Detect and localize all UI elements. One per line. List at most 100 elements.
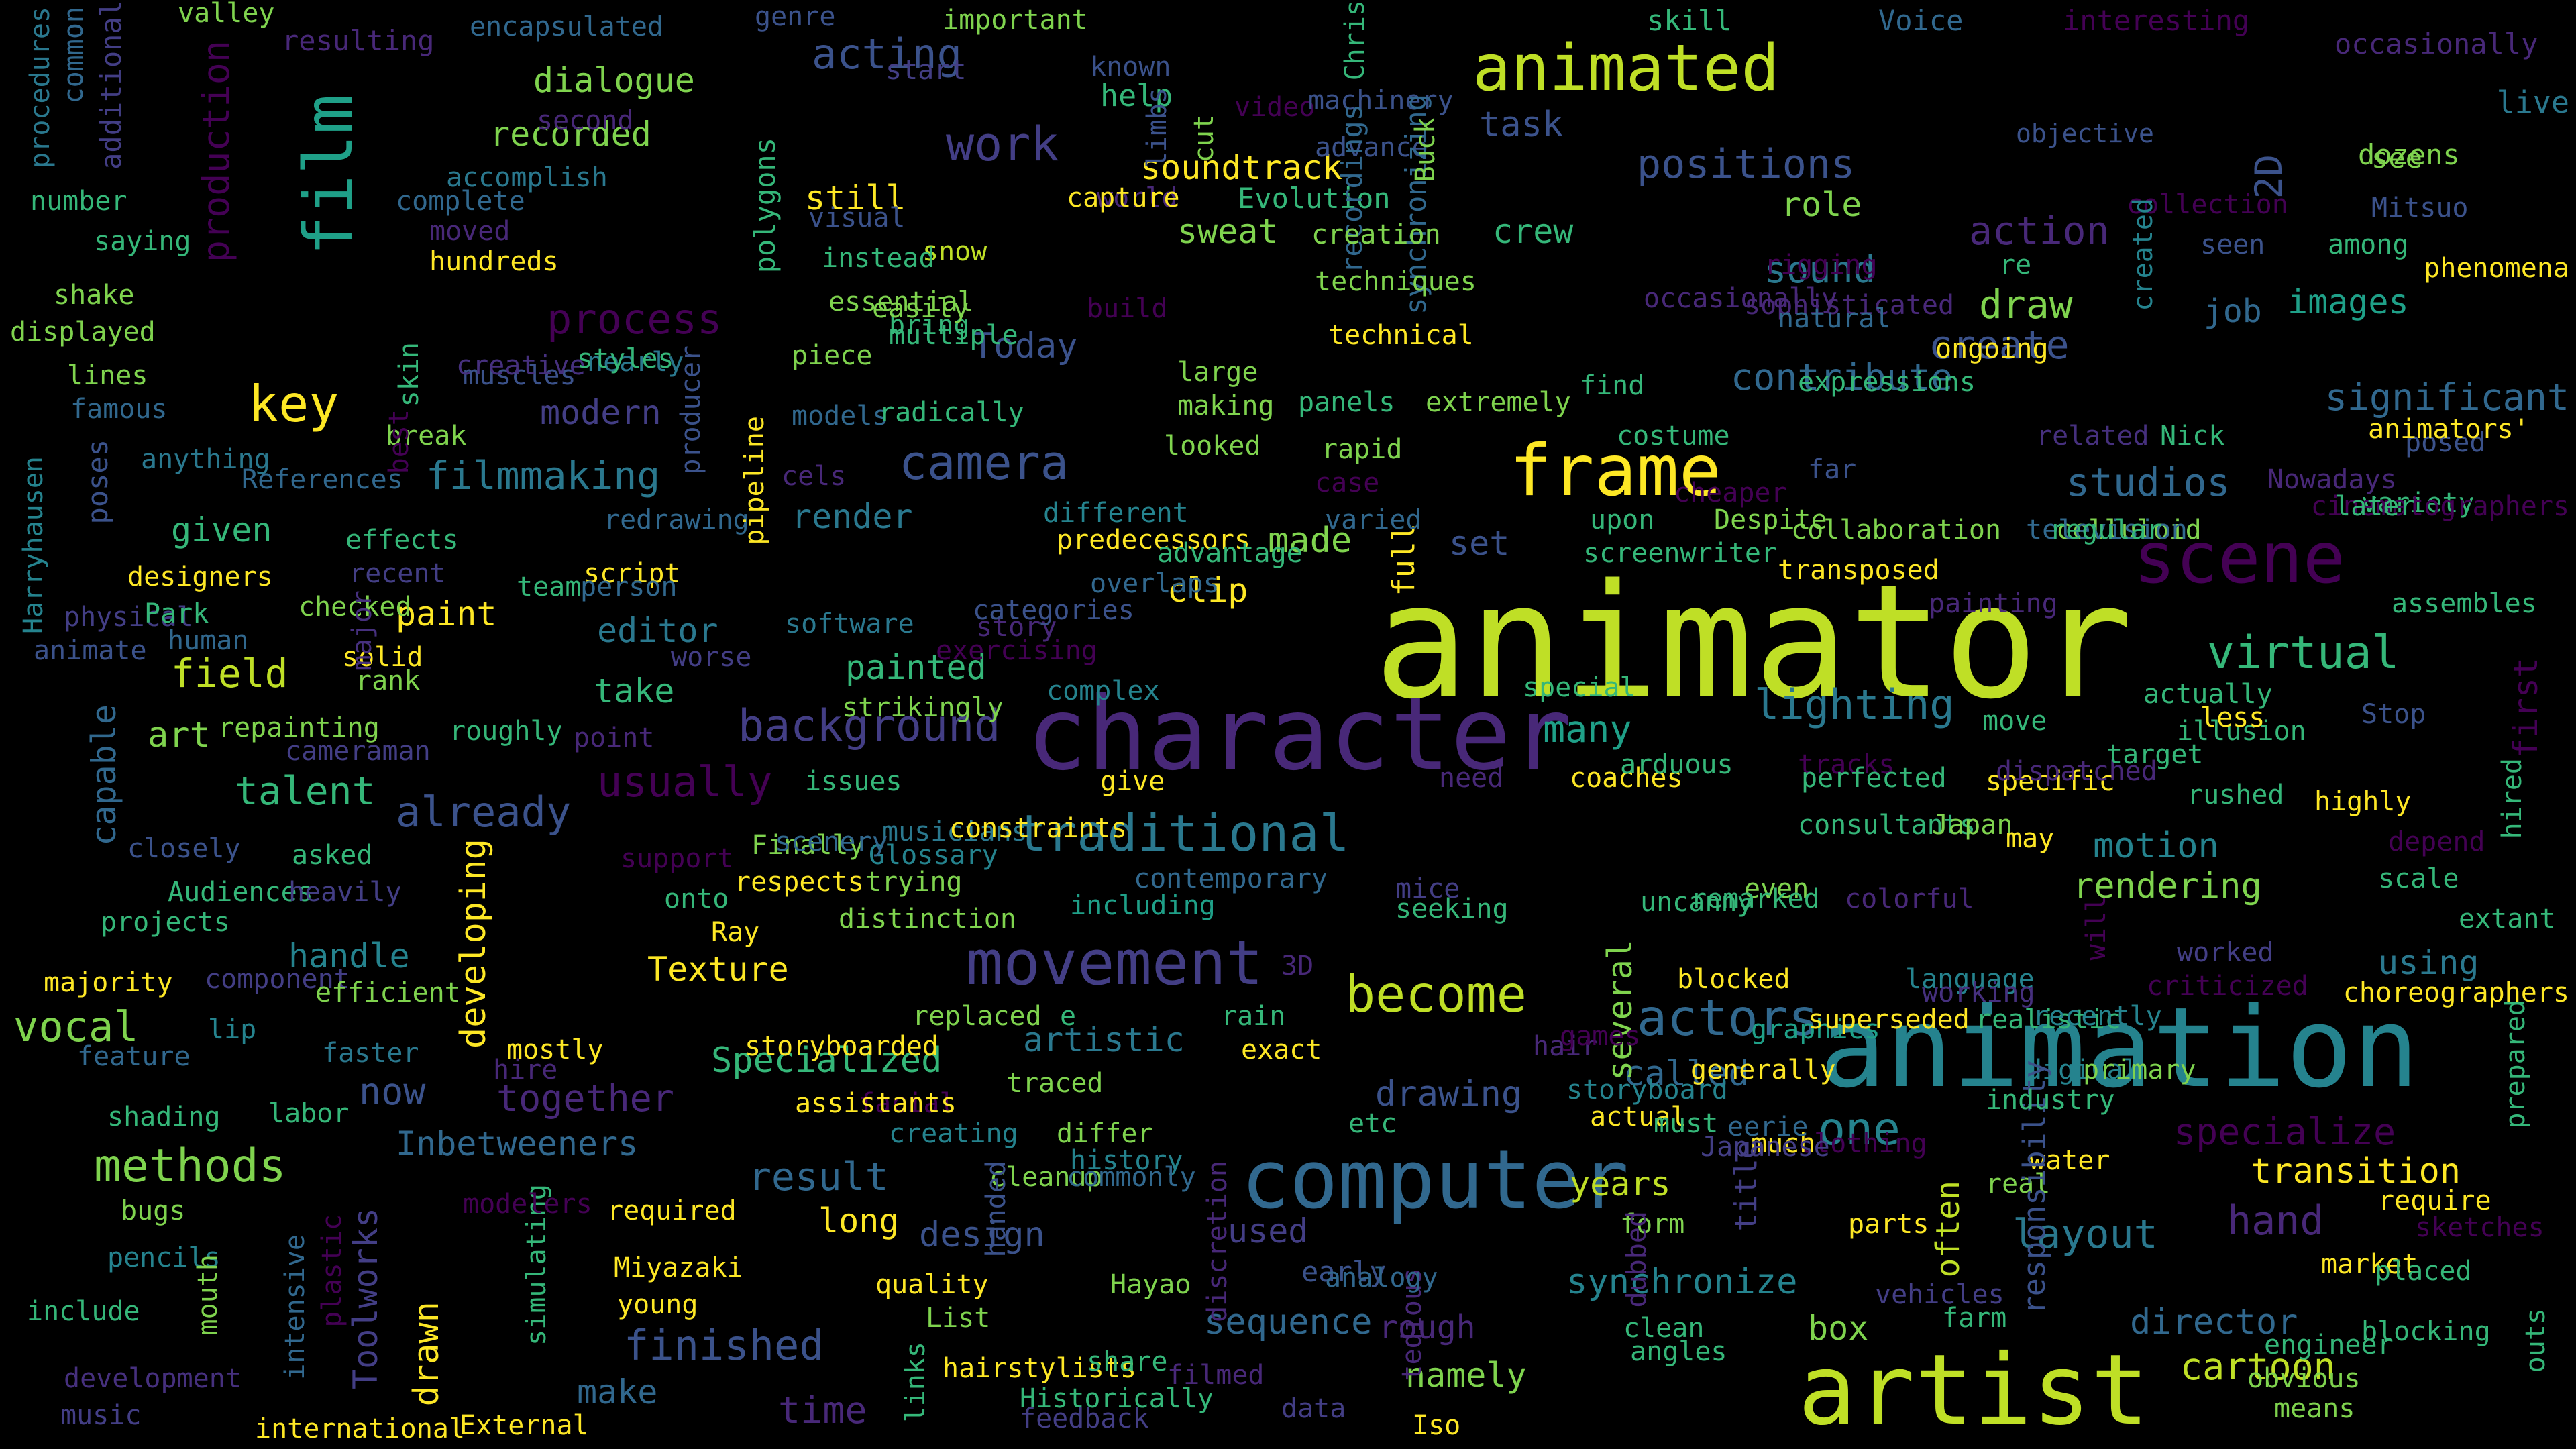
word-made: made (1268, 521, 1352, 561)
word-acting: acting (812, 30, 962, 78)
word-illusion: illusion (2177, 716, 2306, 747)
word-assembles: assembles (2392, 588, 2537, 619)
word-respects: respects (735, 867, 864, 898)
word-despite: Despite (1714, 504, 1827, 535)
word-filmed: filmed (1167, 1360, 1265, 1391)
word-production: production (195, 40, 237, 263)
word-facial: facial (859, 1088, 956, 1119)
word-major: major (347, 590, 378, 672)
word-common: common (58, 7, 89, 104)
word-images: images (2288, 282, 2409, 321)
word-take: take (594, 672, 675, 710)
word-painted: painted (845, 648, 987, 687)
word-worse: worse (671, 642, 752, 673)
word-historically: Historically (1020, 1383, 1214, 1414)
word-worked: worked (2177, 937, 2274, 968)
word-give: give (1100, 766, 1165, 797)
word-number: number (30, 186, 127, 217)
word-occasionally: occasionally (2334, 28, 2538, 60)
word-advance: advance (1315, 132, 1428, 163)
word-time: time (778, 1389, 867, 1432)
word-exercising: exercising (936, 635, 1097, 666)
word-dozens: dozens (2358, 138, 2460, 171)
word-saying: saying (94, 226, 191, 257)
word-onto: onto (664, 883, 729, 914)
word-cut: cut (1189, 114, 1220, 163)
word-rough: rough (1379, 1309, 1476, 1346)
word-render: render (792, 497, 913, 536)
word-angles: angles (1630, 1336, 1727, 1367)
word-actual: actual (1590, 1102, 1687, 1132)
word-vehicles: vehicles (1875, 1279, 2004, 1310)
word-consultants: consultants (1798, 810, 1976, 841)
word-sophisticated: sophisticated (1744, 290, 1955, 321)
word-including: including (1070, 890, 1216, 921)
word-limbs: limbs (1142, 87, 1173, 168)
word-variety: variety (2361, 488, 2475, 519)
word-iso: Iso (1412, 1410, 1461, 1441)
word-costume: costume (1617, 421, 1730, 451)
word-blocked: blocked (1677, 964, 1790, 995)
word-categories: categories (973, 595, 1134, 626)
word-superseded: superseded (1808, 1004, 1970, 1035)
word-need: need (1439, 763, 1504, 794)
word-feedback: feedback (1020, 1403, 1149, 1434)
word-lines: lines (67, 360, 148, 391)
word-rushed: rushed (2187, 780, 2284, 810)
word-3d: 3D (1281, 951, 1314, 981)
word-cheaper: cheaper (1674, 478, 1787, 508)
word-market: market (2321, 1249, 2418, 1280)
word-toolworks: Toolworks (346, 1208, 385, 1389)
word-poses: poses (81, 439, 114, 525)
word-one: one (1818, 1103, 1900, 1156)
word-styles: styles (577, 343, 674, 374)
word-sketches: sketches (2415, 1212, 2544, 1243)
word-heavily: heavily (288, 877, 402, 908)
word-early: early (1301, 1255, 1387, 1288)
word-predecessors: predecessors (1057, 525, 1250, 555)
word-support: support (621, 843, 734, 874)
word-highly: highly (2314, 786, 2412, 817)
word-tracks: tracks (1798, 749, 1895, 780)
word-issues: issues (805, 766, 902, 797)
word-objective: objective (2016, 119, 2154, 148)
word-start: start (885, 55, 967, 86)
word-famous: famous (70, 394, 168, 425)
word-instead: instead (822, 243, 935, 274)
word-faster: faster (322, 1038, 419, 1069)
word-required: required (607, 1195, 737, 1226)
word-known: known (1090, 52, 1171, 83)
word-constraints: constraints (949, 813, 1127, 844)
word-storyboarded: storyboarded (745, 1031, 938, 1062)
word-usually: usually (597, 757, 773, 806)
word-task: task (1479, 105, 1564, 145)
word-etc: etc (1348, 1108, 1397, 1139)
word-finished: finished (624, 1321, 824, 1370)
word-interesting: interesting (2063, 4, 2250, 37)
word-break: break (386, 421, 467, 451)
word-international: international (255, 1413, 466, 1444)
word-now: now (359, 1070, 426, 1113)
word-different: different (1043, 498, 1189, 529)
word-finally: Finally (751, 830, 865, 861)
word-trying: trying (865, 867, 963, 898)
word-upon: upon (1590, 504, 1655, 535)
word-easily: easily (872, 293, 969, 324)
word-many: many (1543, 708, 1632, 751)
word-rain: rain (1221, 1001, 1286, 1032)
word-redrawing: redrawing (604, 504, 749, 535)
word-team: team (517, 572, 582, 602)
word-repainting: repainting (218, 712, 380, 743)
word-data: data (1281, 1393, 1346, 1424)
word-help: help (1100, 78, 1173, 113)
word-radically: radically (879, 397, 1024, 428)
word-hairstylists: hairstylists (943, 1353, 1136, 1384)
word-virtual: virtual (2207, 627, 2400, 680)
word-technical: technical (1328, 320, 1474, 351)
word-crew: crew (1493, 212, 1574, 251)
word-shading: shading (107, 1102, 221, 1132)
word-skin: skin (394, 342, 425, 407)
word-person: person (580, 572, 678, 602)
word-list: List (926, 1303, 991, 1334)
word-editor: editor (597, 611, 718, 650)
